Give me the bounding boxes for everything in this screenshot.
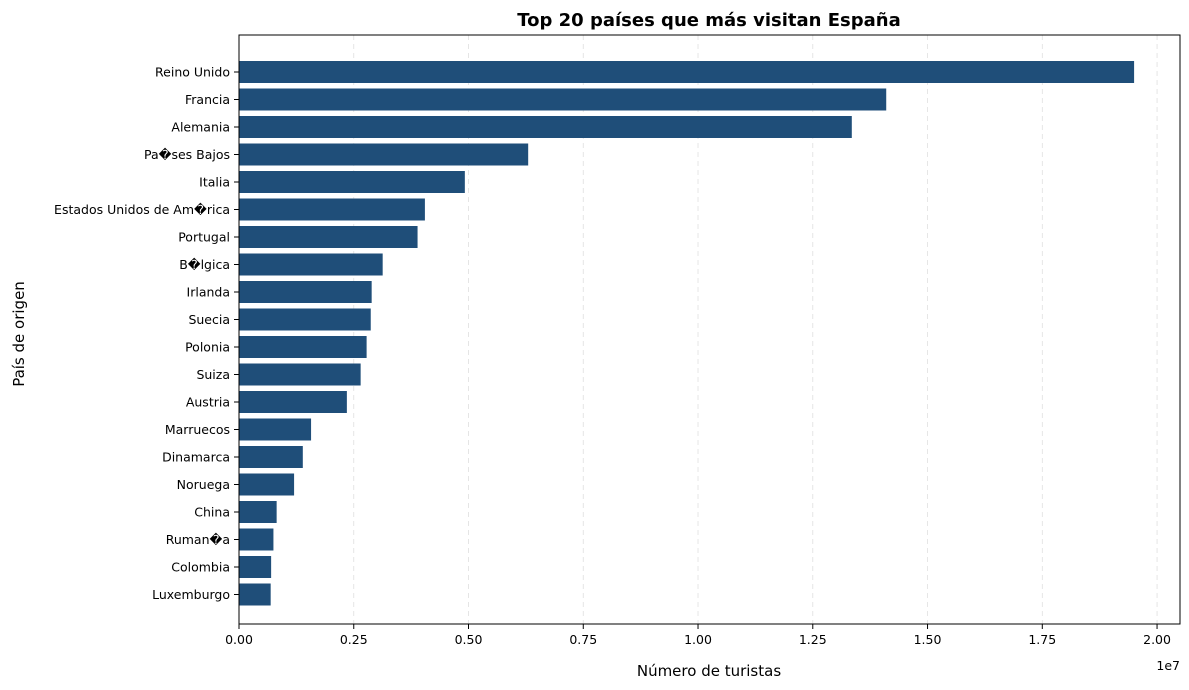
y-tick-label: Luxemburgo [152, 587, 230, 602]
bar [239, 363, 361, 386]
y-axis-ticks: Reino Unido Francia Alemania Pa�ses Bajos It… [54, 65, 239, 602]
plot-frame [238, 34, 1181, 625]
bar [239, 583, 271, 606]
bar [239, 198, 425, 221]
bar [239, 446, 303, 468]
y-tick-label: Alemania [171, 120, 230, 135]
y-tick-label: Ruman�a [166, 532, 230, 547]
x-tick-label: 1.50 [914, 632, 942, 647]
x-tick-label: 1.25 [799, 632, 827, 647]
x-tick-label: 0.50 [455, 632, 483, 647]
bars [239, 61, 1135, 606]
y-tick-label: Noruega [177, 477, 230, 492]
bar [239, 473, 295, 496]
bar [239, 528, 274, 551]
bar [239, 226, 418, 248]
bar [239, 501, 277, 523]
bar [239, 143, 529, 166]
x-tick-label: 0.00 [225, 632, 253, 647]
y-axis-label: País de origen [10, 281, 28, 387]
x-tick-label: 1.00 [684, 632, 712, 647]
bar [239, 171, 465, 193]
x-tick-label: 0.25 [340, 632, 368, 647]
y-tick-label: Austria [186, 395, 230, 410]
y-tick-label: Dinamarca [162, 450, 230, 465]
y-tick-label: Francia [185, 92, 230, 107]
y-tick-label: Polonia [185, 340, 230, 355]
x-tick-label: 0.75 [569, 632, 597, 647]
bar [239, 61, 1135, 83]
bar [239, 88, 887, 111]
chart-title: Top 20 países que más visitan España [517, 10, 901, 31]
y-tick-label: Suecia [188, 312, 230, 327]
bar [239, 391, 347, 413]
y-tick-label: Portugal [178, 230, 230, 245]
y-tick-label: Marruecos [165, 422, 230, 437]
y-tick-label: Pa�ses Bajos [144, 147, 230, 162]
x-tick-label: 1.75 [1028, 632, 1056, 647]
bar [239, 418, 312, 441]
y-tick-label: China [194, 505, 230, 520]
x-axis-offset-label: 1e7 [1156, 658, 1180, 673]
bar [239, 116, 852, 138]
bar [239, 308, 371, 331]
bar [239, 253, 383, 276]
y-tick-label: B�lgica [179, 257, 230, 272]
bar [239, 556, 272, 578]
y-tick-label: Reino Unido [155, 65, 230, 80]
bar [239, 281, 372, 303]
x-tick-label: 2.00 [1143, 632, 1171, 647]
y-tick-label: Estados Unidos de Am�rica [54, 202, 230, 217]
y-tick-label: Suiza [196, 367, 230, 382]
bar [239, 336, 367, 358]
y-tick-label: Irlanda [187, 285, 230, 300]
y-tick-label: Italia [199, 175, 230, 190]
y-tick-label: Colombia [171, 560, 230, 575]
x-axis-label: Número de turistas [637, 662, 781, 680]
x-axis-ticks: 0.00 0.25 0.50 0.75 1.00 1.25 1.50 1.75 2.00 [225, 624, 1171, 647]
